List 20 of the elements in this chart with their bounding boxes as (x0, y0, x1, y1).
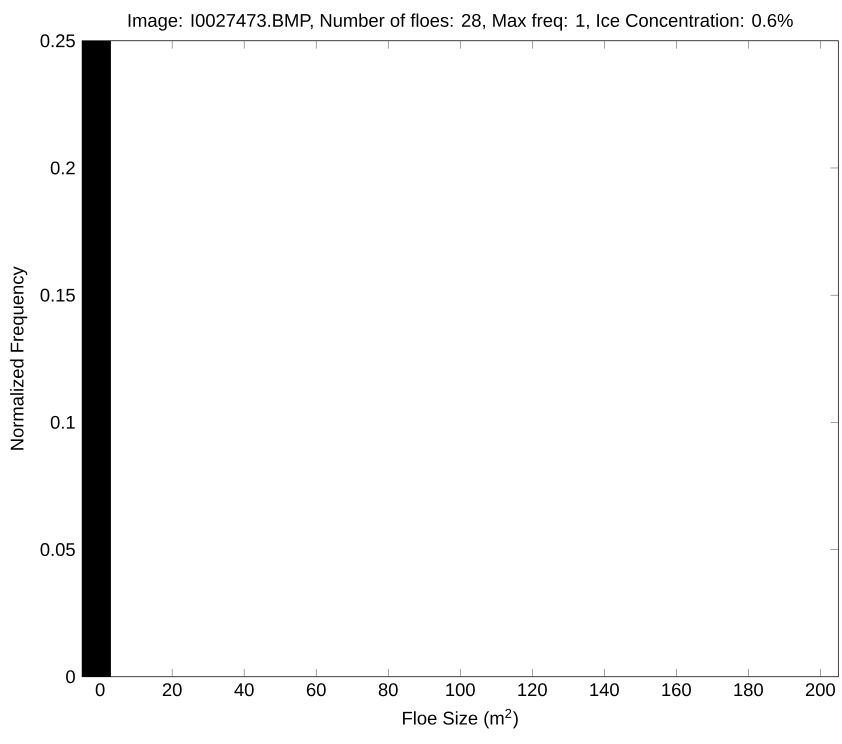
x-tick-label: 80 (378, 683, 398, 696)
x-tick-label: 20 (162, 683, 182, 696)
x-axis-title: Floe Size (m$^{2}$) (403, 709, 518, 728)
x-tick-label: 40 (234, 683, 254, 696)
y-tick-label: 0.05 (40, 543, 75, 556)
x-tick-label: 0 (96, 683, 105, 696)
y-tick-label: 0 (66, 670, 75, 684)
chart-title: Image: I0027473.BMP, Number of floes: 28, Max freq: 1, Ice Concentration: 0.6% (128, 14, 793, 31)
x-tick-label: 100 (446, 683, 475, 696)
y-tick-label: 0.25 (40, 34, 75, 48)
x-tick-label: 200 (806, 683, 835, 696)
x-tick-label: 180 (734, 683, 763, 696)
y-tick-label: 0.2 (50, 162, 75, 175)
x-tick-label: 160 (662, 683, 691, 696)
y-tick-label: 0.15 (40, 288, 75, 302)
x-tick-label: 60 (306, 683, 326, 696)
y-axis-title: Normalized Frequency (10, 266, 28, 450)
x-tick-label: 140 (590, 683, 619, 696)
y-tick-label: 0.1 (50, 416, 75, 430)
x-tick-label: 120 (518, 683, 547, 696)
